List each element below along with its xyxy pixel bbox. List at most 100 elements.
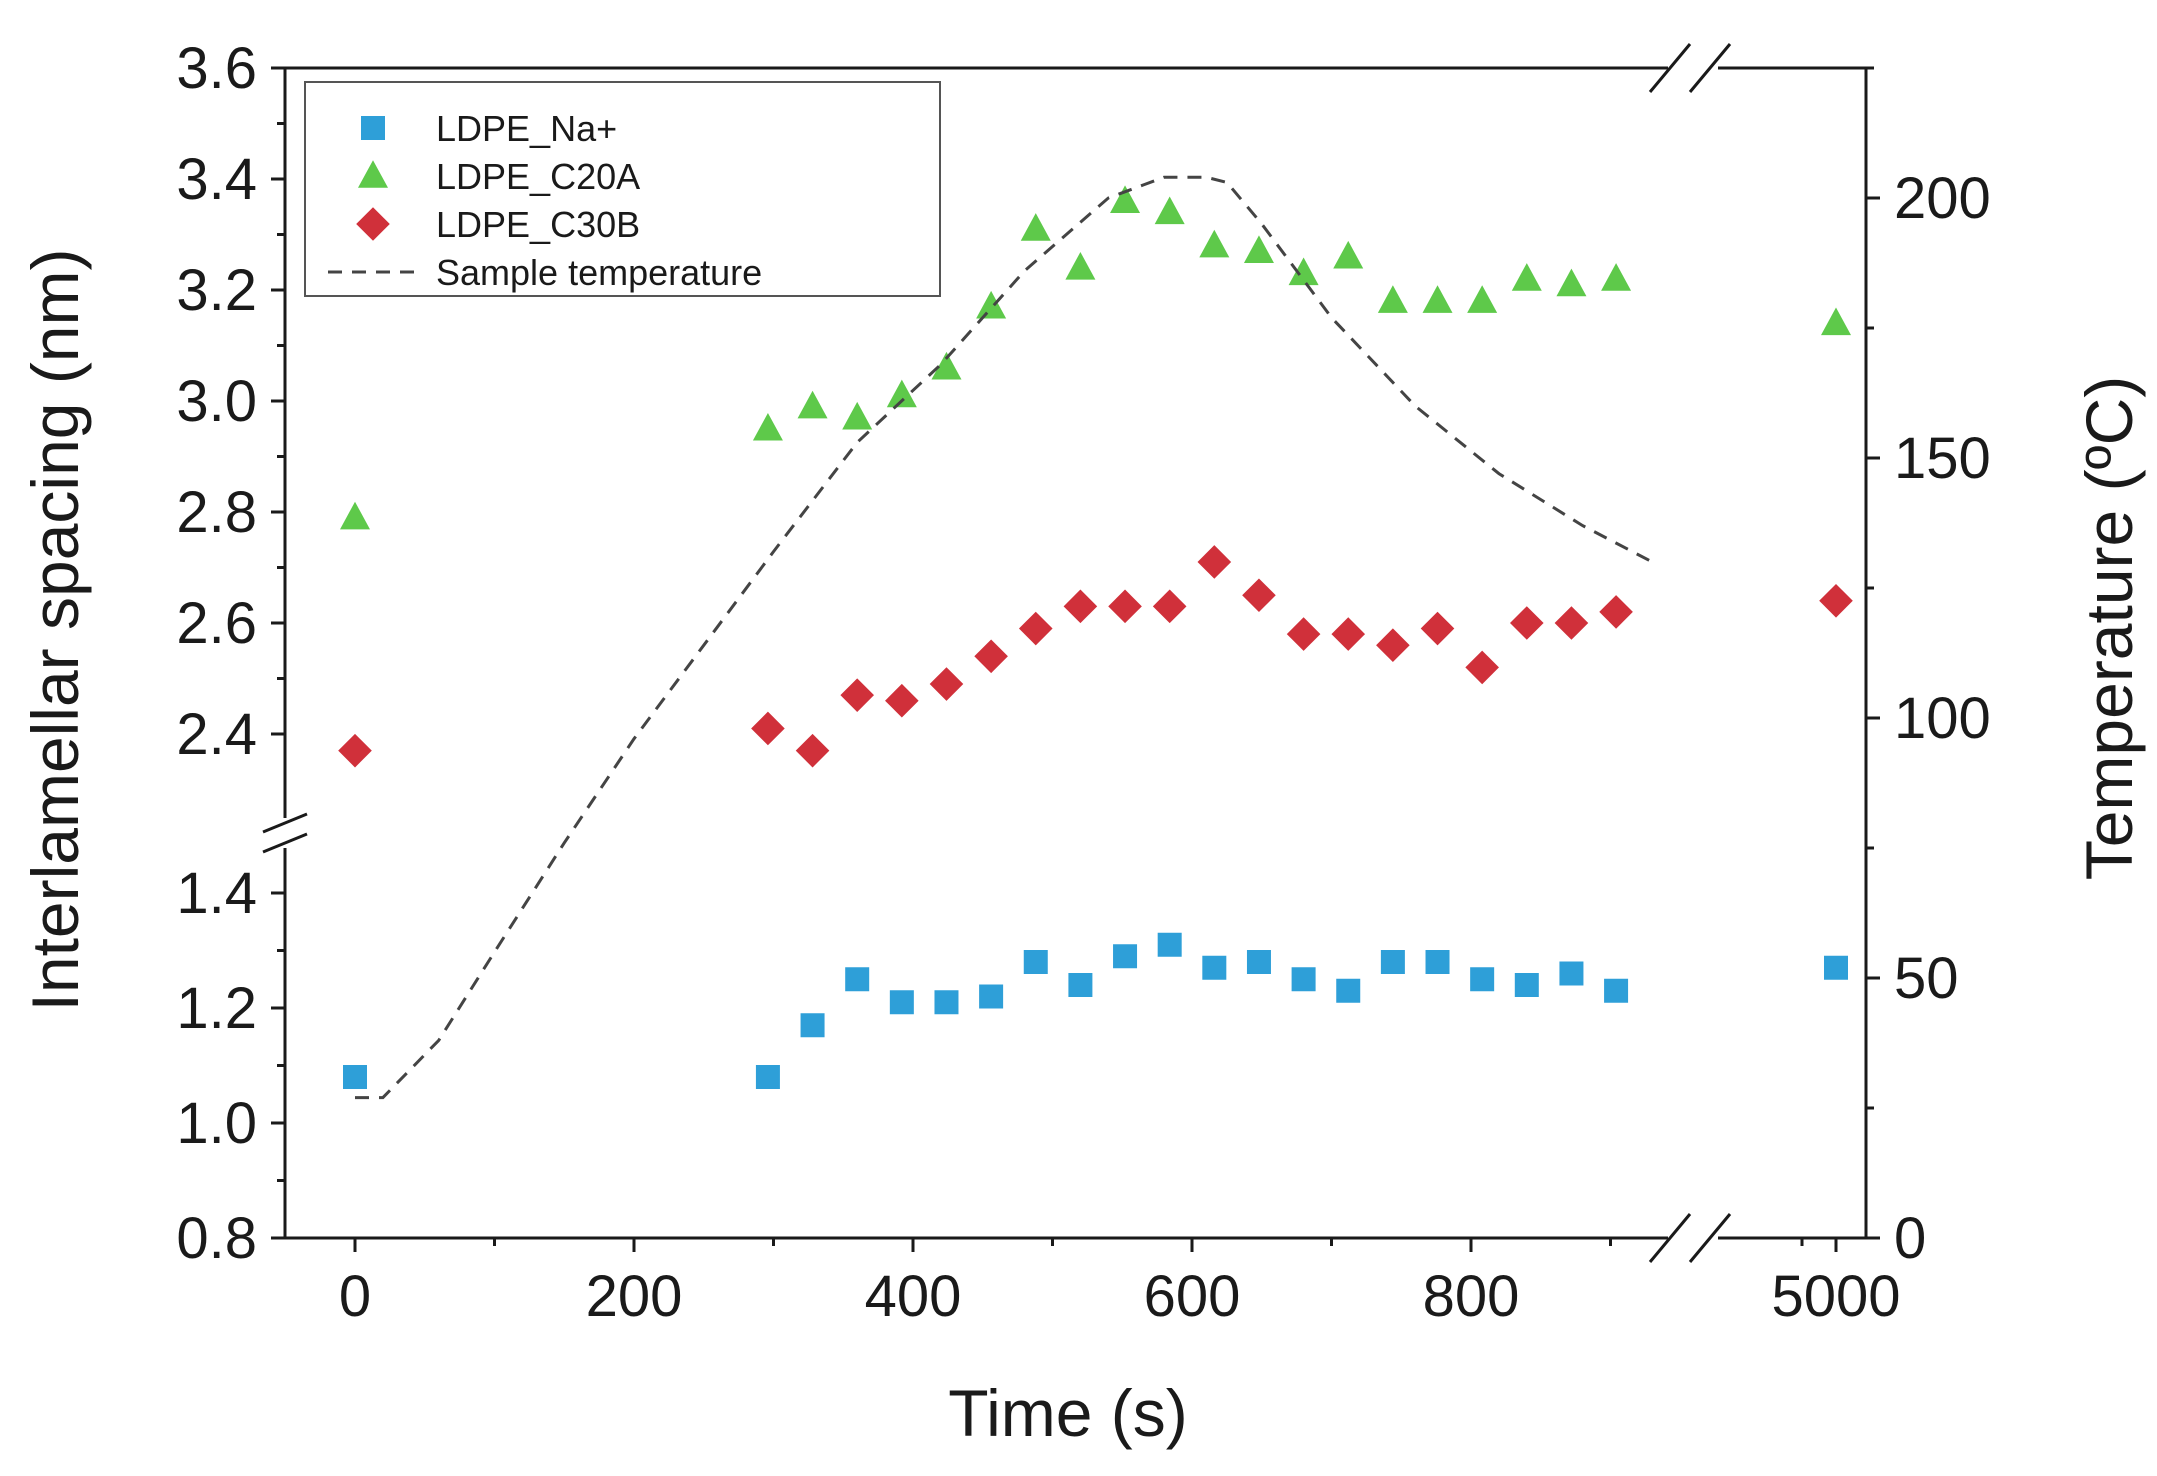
ldpe-c20a-point <box>931 351 962 380</box>
ldpe-c30b-point <box>1465 650 1499 685</box>
ldpe-c20a-point <box>1422 285 1453 313</box>
legend-label: Sample temperature <box>436 252 762 293</box>
ldpe-c30b-point <box>1819 584 1853 618</box>
y-left-tick-label: 1.0 <box>176 1091 257 1156</box>
ldpe-c20a-point <box>1110 185 1141 213</box>
ldpe-c30b-point <box>795 733 830 768</box>
x-tick-label: 800 <box>1423 1264 1520 1329</box>
y-axis-right-title: Temperature (ºC) <box>2072 376 2146 881</box>
ldpe-c20a-point <box>976 290 1007 319</box>
y-right-tick-label: 150 <box>1894 426 1991 491</box>
ldpe-c30b-point <box>929 667 964 701</box>
legend-label: LDPE_Na+ <box>436 108 617 149</box>
legend-label: LDPE_C30B <box>436 204 640 245</box>
y-left-tick-label: 3.2 <box>176 258 257 323</box>
ldpe-c30b-point <box>1063 589 1098 624</box>
ldpe-c30b-point <box>1197 545 1232 579</box>
ldpe-c20a-point <box>1601 263 1632 291</box>
ldpe-na--point <box>1113 944 1138 969</box>
ldpe-c30b-point <box>1510 606 1544 640</box>
ldpe-c20a-point <box>1333 240 1364 269</box>
ldpe-na--point <box>1824 955 1848 980</box>
y-axis-break-mark <box>262 812 308 834</box>
ldpe-c30b-point <box>1242 578 1276 613</box>
ldpe-c30b-point <box>1376 628 1410 662</box>
ldpe-na--point <box>1202 955 1227 980</box>
y-left-tick-label: 1.2 <box>176 976 257 1041</box>
x-tick-label: 0 <box>339 1264 371 1329</box>
ldpe-c20a-point <box>340 501 370 530</box>
y-left-tick-label: 1.4 <box>176 861 257 926</box>
plot-area <box>338 175 1853 1100</box>
legend-box <box>304 81 941 297</box>
ldpe-c20a-point <box>1377 285 1408 313</box>
ldpe-na--point <box>979 984 1004 1009</box>
ldpe-c30b-point <box>338 733 372 768</box>
ldpe-c20a-point <box>1243 235 1274 263</box>
ldpe-c30b-point <box>1554 606 1589 640</box>
axes: 0 200 400 600 800 5000 2.4 2.6 2.8 3.0 3.2 3.4 3.6 0.… <box>176 36 1990 1329</box>
ldpe-c20a-point <box>1288 257 1319 286</box>
ldpe-c20a-point <box>752 412 783 441</box>
y-left-tick-label: 2.8 <box>176 480 257 545</box>
ldpe-c20a-point <box>797 390 828 419</box>
ldpe-na--point <box>1514 973 1539 997</box>
y-left-tick-label: 2.6 <box>176 591 257 656</box>
ldpe-na--point <box>800 1013 825 1038</box>
y-right-tick-label: 200 <box>1894 166 1991 231</box>
x-axis-break-mark <box>1688 1213 1732 1263</box>
ldpe-c20a-point <box>1511 263 1542 291</box>
temperature-line <box>355 175 1653 1100</box>
ldpe-na--point <box>1068 973 1093 997</box>
ldpe-c30b-point <box>1152 589 1187 624</box>
ldpe-c30b-point <box>1286 617 1321 651</box>
ldpe-c30b-point <box>751 711 785 746</box>
axis-titles: Time (s) Interlamellar spacing (nm) Temp… <box>18 249 2146 1450</box>
ldpe-c20a-point <box>1065 252 1096 280</box>
ldpe-c30b-point <box>1331 617 1366 651</box>
ldpe-na--point <box>934 990 959 1015</box>
legend-label: LDPE_C20A <box>436 156 640 197</box>
ldpe-na--point <box>1380 950 1405 974</box>
x-tick-label: 5000 <box>1771 1264 1900 1329</box>
ldpe-na--point <box>1023 950 1048 974</box>
y-right-tick-label: 50 <box>1894 946 1959 1011</box>
ldpe-c20a-point <box>886 379 917 408</box>
legend-marker-diamond <box>356 207 390 241</box>
ldpe-na--point <box>1559 961 1584 986</box>
ldpe-c30b-point <box>974 639 1008 674</box>
ldpe-c20a-point <box>1467 285 1498 313</box>
ldpe-c20a-point <box>1199 229 1230 258</box>
ldpe-c30b-point <box>885 683 919 718</box>
x-axis-title: Time (s) <box>948 1376 1188 1450</box>
ldpe-na--point <box>343 1065 367 1089</box>
y-left-tick-label: 3.6 <box>176 36 257 101</box>
legend-marker-square <box>361 116 385 140</box>
ldpe-na--point <box>1291 967 1316 992</box>
x-tick-label: 600 <box>1144 1264 1241 1329</box>
x-tick-label: 200 <box>586 1264 683 1329</box>
y-right-tick-label: 0 <box>1894 1206 1926 1271</box>
y-left-tick-label: 2.4 <box>176 702 257 767</box>
ldpe-na--point <box>1604 978 1629 1003</box>
y-right-tick-label: 100 <box>1894 686 1991 751</box>
y-left-tick-label: 3.4 <box>176 147 257 212</box>
ldpe-c20a-point <box>1556 268 1587 297</box>
ldpe-c20a-point <box>842 401 873 430</box>
y-left-tick-label: 0.8 <box>176 1206 257 1271</box>
y-left-tick-label: 3.0 <box>176 369 257 434</box>
ldpe-c20a-point <box>1020 213 1051 241</box>
x-tick-label: 400 <box>865 1264 962 1329</box>
ldpe-c30b-point <box>1420 611 1455 646</box>
x-axis-break-mark <box>1648 43 1692 93</box>
y-axis-break-mark <box>262 832 308 854</box>
legend-marker-triangle <box>358 160 388 188</box>
ldpe-c20a-point <box>1821 307 1851 336</box>
ldpe-na--point <box>755 1065 780 1089</box>
x-axis-break-mark <box>1648 1213 1692 1263</box>
ldpe-na--point <box>889 990 914 1015</box>
ldpe-na--point <box>845 967 870 992</box>
x-axis-break-mark <box>1688 43 1732 93</box>
ldpe-c30b-point <box>1599 595 1633 629</box>
ldpe-na--point <box>1246 950 1271 974</box>
